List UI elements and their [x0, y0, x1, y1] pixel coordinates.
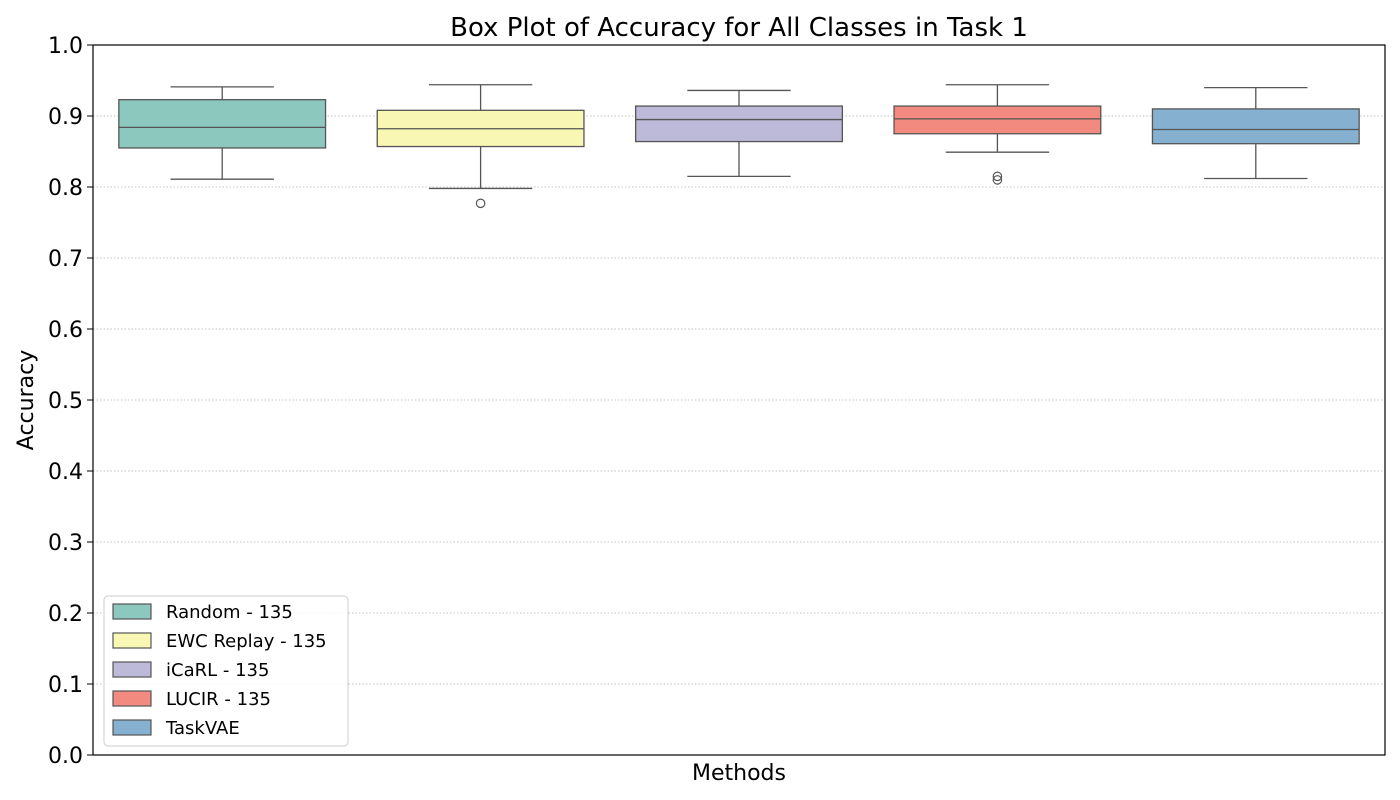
chart-title: Box Plot of Accuracy for All Classes in …	[450, 13, 1028, 43]
y-tick-label: 0.1	[48, 673, 83, 698]
legend-label: TaskVAE	[165, 718, 240, 739]
box-group	[376, 84, 585, 209]
y-tick-label: 0.5	[48, 389, 83, 414]
legend-swatch	[112, 603, 152, 620]
y-tick-label: 0.4	[48, 460, 83, 485]
box-group	[118, 86, 327, 180]
outlier-point	[992, 175, 1003, 185]
legend: Random - 135 EWC Replay - 135 iCaRL - 135 L…	[103, 595, 349, 747]
box-group	[634, 89, 844, 178]
box-group	[1151, 86, 1360, 180]
box	[634, 105, 844, 143]
legend-label: iCaRL - 135	[166, 660, 269, 681]
legend-swatch	[112, 661, 152, 678]
y-tick-label: 0.8	[48, 176, 83, 201]
legend-label: LUCIR - 135	[166, 689, 271, 710]
y-tick-label: 0.3	[48, 531, 83, 556]
y-axis: 0.0 0.1 0.2 0.3 0.4 0.5 0.6 0.7 0.8 0.9 1.0	[48, 34, 93, 769]
y-tick-label: 0.6	[48, 318, 83, 343]
y-tick-label: 0.0	[48, 744, 83, 769]
outlier-point	[475, 198, 486, 209]
legend-swatch	[112, 719, 152, 736]
legend-swatch	[112, 632, 152, 649]
x-axis-label: Methods	[692, 761, 786, 786]
y-tick-label: 0.2	[48, 602, 83, 627]
outlier-point	[992, 171, 1003, 182]
box	[893, 105, 1102, 135]
box	[1151, 108, 1360, 145]
legend-frame	[103, 595, 349, 747]
box	[118, 99, 327, 149]
legend-label: EWC Replay - 135	[166, 631, 327, 652]
y-tick-label: 0.9	[48, 105, 83, 130]
y-axis-label: Accuracy	[14, 350, 39, 450]
y-tick-label: 1.0	[48, 34, 83, 59]
y-tick-label: 0.7	[48, 247, 83, 272]
box-group	[893, 84, 1102, 185]
legend-swatch	[112, 690, 152, 707]
boxes	[118, 84, 1360, 209]
legend-label: Random - 135	[166, 602, 293, 623]
